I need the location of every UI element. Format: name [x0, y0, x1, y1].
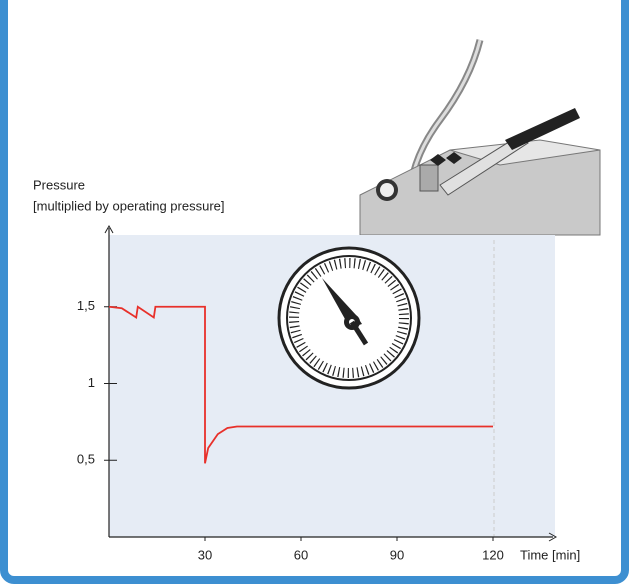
pressure-line: [108, 305, 493, 464]
y-tick-label: 1,5: [77, 298, 95, 313]
x-tick-label: 90: [390, 547, 404, 562]
x-tick-label: 60: [294, 547, 308, 562]
y-axis-title: Pressure: [33, 177, 85, 192]
y-tick-label: 1: [88, 375, 95, 390]
x-tick-label: 120: [482, 547, 504, 562]
pump-illustration: [359, 39, 601, 236]
x-axis-title: Time [min]: [520, 547, 580, 562]
x-axis-arrow: [548, 532, 558, 542]
y-axis-arrow: [104, 224, 114, 234]
y-tick-label: 0,5: [77, 452, 95, 467]
y-axis-note: [multiplied by operating pressure]: [33, 198, 225, 213]
x-tick-label: 30: [198, 547, 212, 562]
gauge: [277, 246, 421, 390]
